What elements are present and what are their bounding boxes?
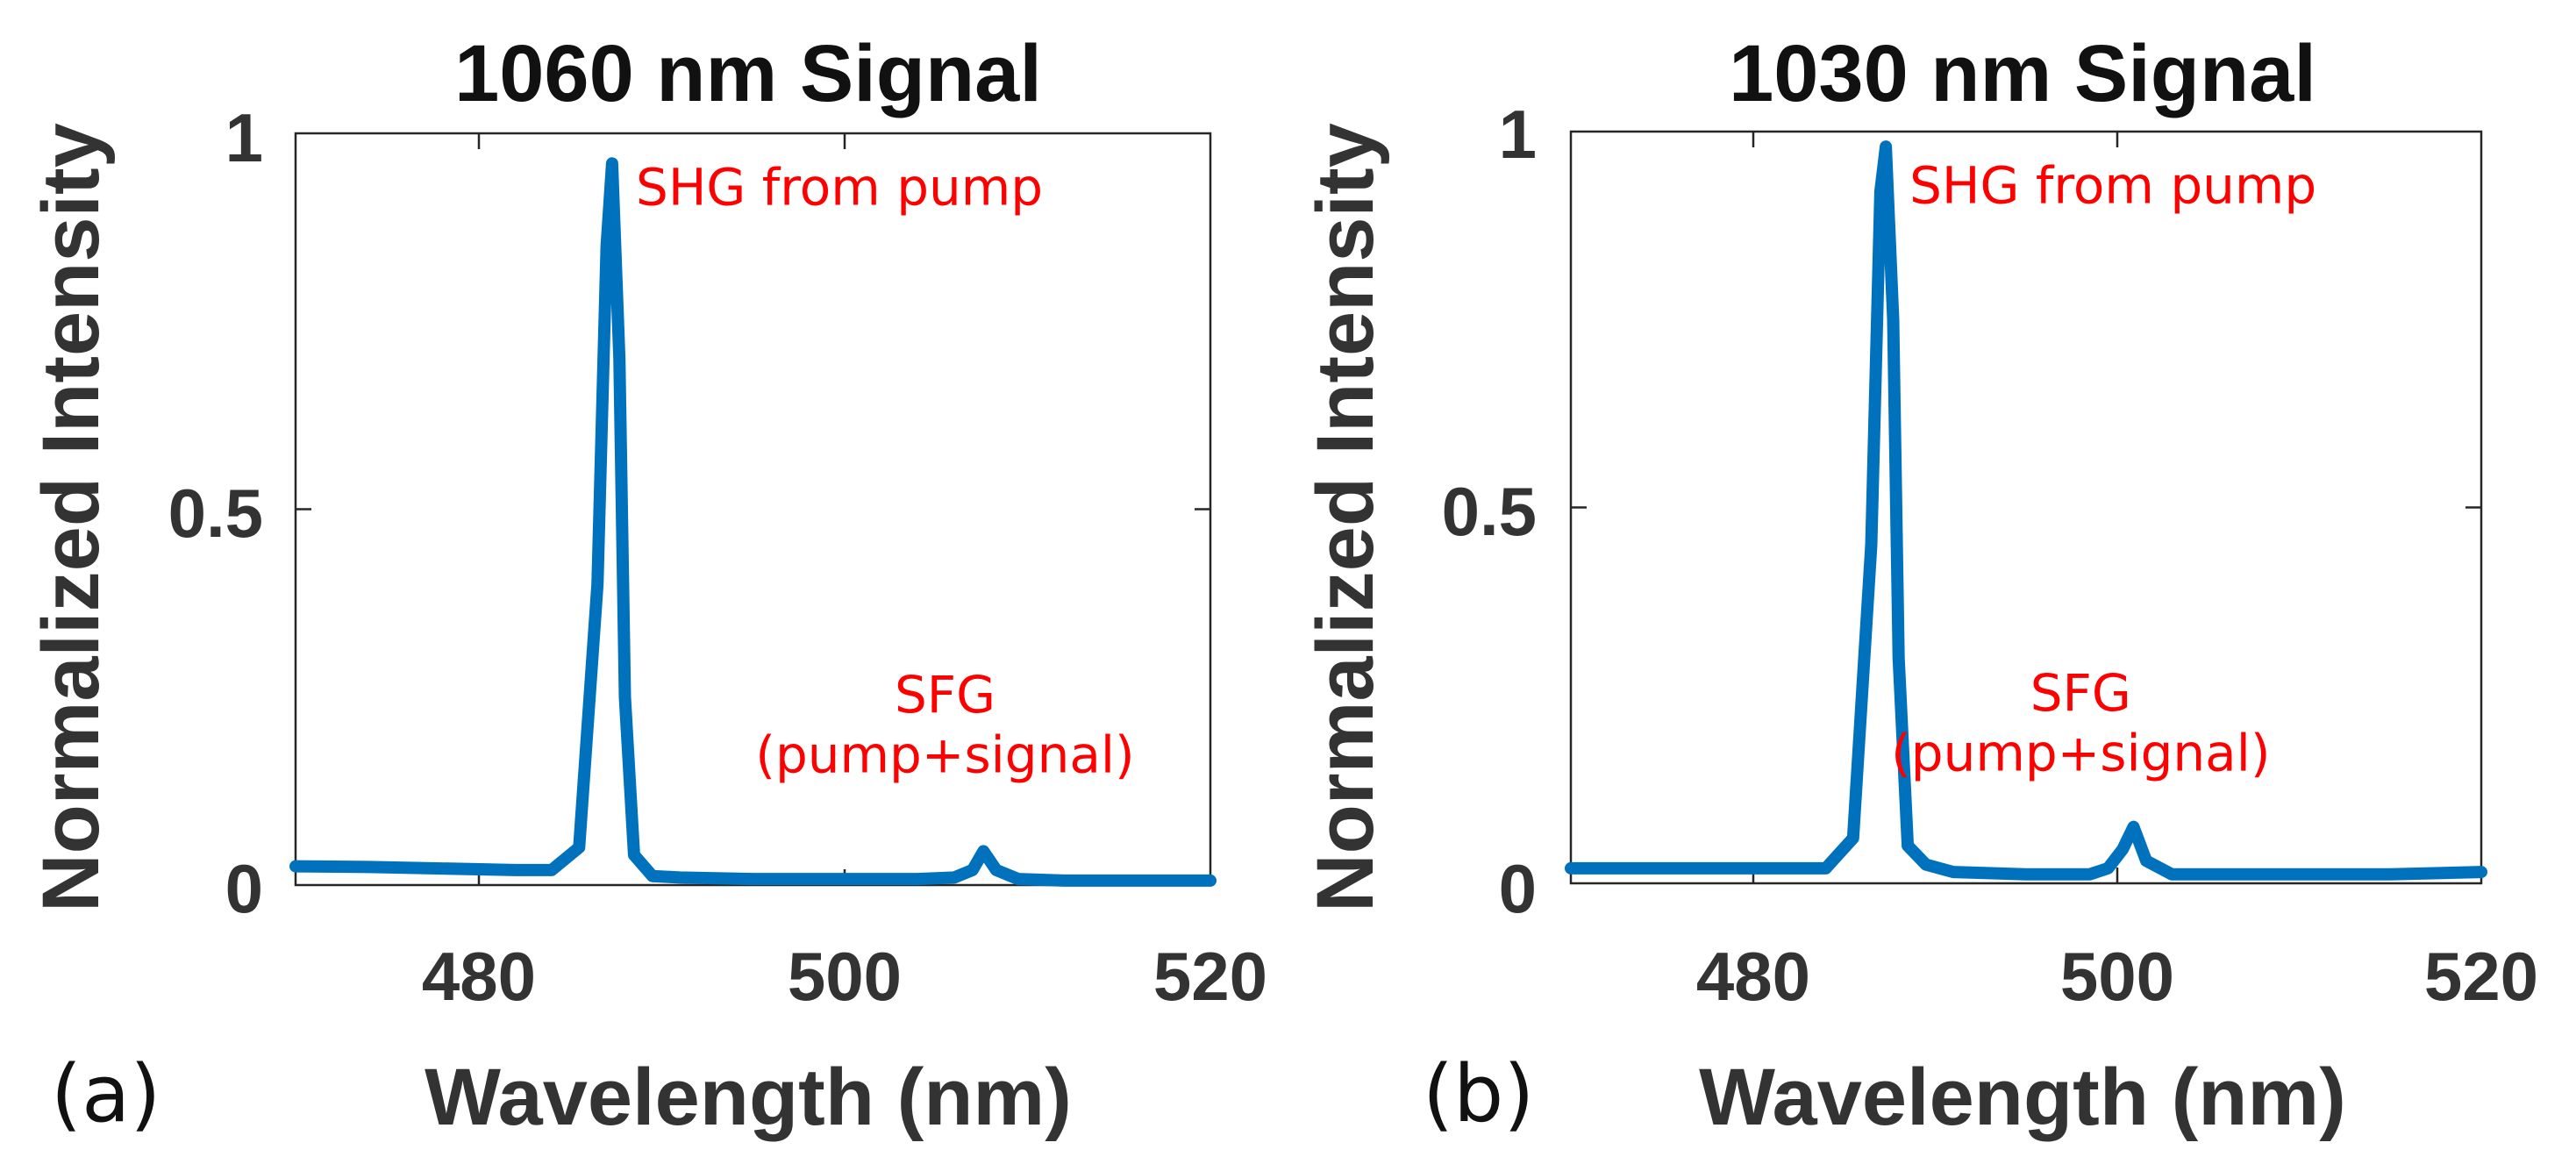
chart-title: 1060 nm Signal: [454, 29, 1042, 118]
y-tick-label: 1: [225, 99, 263, 176]
y-tick-labels: 0 0.5 1: [1442, 96, 1537, 927]
y-tick-label: 0: [225, 850, 263, 927]
y-tick-label: 0.5: [168, 475, 263, 552]
y-tick-label: 1: [1499, 96, 1537, 173]
x-tick-label: 480: [1696, 938, 1810, 1015]
x-tick-labels: 480 500 520: [422, 938, 1267, 1015]
y-tick-label: 0: [1499, 850, 1537, 927]
y-tick-labels: 0 0.5 1: [168, 99, 263, 927]
panel-b: 1030 nm Signal Normalized Intensity 0 0.…: [1301, 29, 2538, 1142]
annotation-pump-signal: (pump+signal): [1891, 724, 2270, 783]
x-tick-label: 500: [788, 938, 902, 1015]
annotation-sfg: SFG: [895, 665, 995, 725]
x-tick-labels: 480 500 520: [1696, 938, 2538, 1015]
panel-label: (a): [51, 1048, 161, 1140]
panel-label: (b): [1423, 1048, 1534, 1140]
spectrum-line: [1565, 140, 2487, 881]
x-axis-label: Wavelength (nm): [1699, 1053, 2346, 1142]
x-tick-label: 480: [422, 938, 536, 1015]
spectrum-line: [289, 157, 1217, 887]
panel-a: 1060 nm Signal Normalized Intensity 0 0.…: [26, 29, 1267, 1142]
annotation-pump-signal: (pump+signal): [755, 725, 1134, 785]
y-axis-label: Normalized Intensity: [26, 123, 116, 912]
y-tick-label: 0.5: [1442, 473, 1537, 550]
y-axis-label: Normalized Intensity: [1301, 123, 1390, 912]
x-tick-label: 520: [2424, 938, 2538, 1015]
chart-title: 1030 nm Signal: [1729, 29, 2316, 118]
x-axis-label: Wavelength (nm): [425, 1053, 1072, 1142]
x-tick-label: 520: [1153, 938, 1267, 1015]
annotation-shg: SHG from pump: [1909, 155, 2316, 215]
annotation-sfg: SFG: [2030, 663, 2131, 723]
annotation-shg: SHG from pump: [636, 157, 1043, 217]
x-tick-label: 500: [2060, 938, 2174, 1015]
